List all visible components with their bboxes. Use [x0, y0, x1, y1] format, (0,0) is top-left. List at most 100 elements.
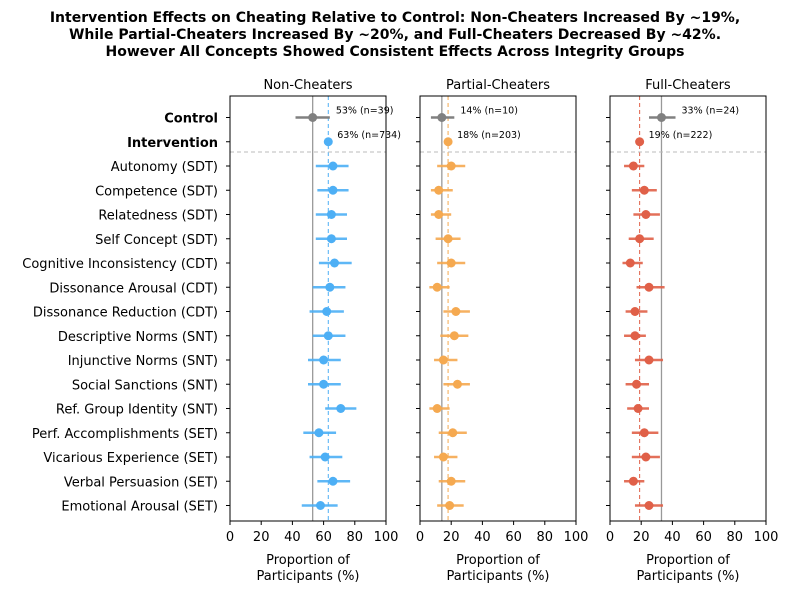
x-tick-label: 60 [505, 530, 522, 545]
x-tick-label: 100 [564, 530, 589, 545]
intervention-point [443, 137, 453, 147]
concept-point [639, 185, 649, 195]
category-label: Competence (SDT) [95, 184, 218, 199]
concept-point [319, 379, 329, 389]
concept-point [639, 428, 649, 438]
concept-point [635, 234, 645, 244]
category-label: Social Sanctions (SNT) [72, 378, 218, 393]
control-point [437, 113, 447, 122]
x-tick-label: 20 [633, 530, 650, 545]
x-tick-label: 40 [284, 530, 301, 545]
x-axis-label: Proportion of [456, 553, 540, 568]
concept-point [432, 404, 442, 413]
concept-point [438, 355, 448, 365]
concept-point [326, 210, 336, 219]
concept-point [434, 185, 444, 195]
concept-point [319, 355, 329, 365]
intervention-label: 63% (n=734) [337, 130, 401, 141]
concept-point [443, 234, 453, 244]
concept-point [328, 476, 338, 486]
concept-point [315, 501, 325, 510]
x-tick-label: 0 [226, 530, 234, 545]
category-label: Ref. Group Identity (SNT) [56, 403, 218, 418]
category-label: Injunctive Norms (SNT) [68, 354, 218, 369]
concept-point [325, 282, 335, 292]
concept-point [446, 476, 456, 486]
concept-point [328, 161, 338, 171]
category-label: Self Concept (SDT) [95, 233, 218, 248]
control-label: 53% (n=39) [336, 106, 394, 117]
concept-point [641, 452, 651, 462]
panel-title: Partial-Cheaters [446, 78, 550, 93]
concept-point [644, 282, 654, 292]
concept-point [628, 161, 638, 171]
concept-point [644, 501, 654, 510]
x-tick-label: 0 [606, 530, 614, 545]
intervention-label: 19% (n=222) [649, 130, 713, 141]
concept-point [330, 258, 340, 268]
x-tick-label: 60 [695, 530, 712, 545]
x-tick-label: 40 [664, 530, 681, 545]
x-tick-label: 80 [727, 530, 744, 545]
concept-point [314, 428, 324, 438]
category-label: Cognitive Inconsistency (CDT) [22, 257, 218, 272]
control-label: 14% (n=10) [460, 106, 518, 117]
x-axis-label: Participants (%) [637, 569, 740, 584]
concept-point [644, 355, 654, 365]
category-label: Relatedness (SDT) [98, 209, 218, 224]
x-tick-label: 60 [315, 530, 332, 545]
category-label: Dissonance Arousal (CDT) [49, 281, 218, 296]
x-axis-label: Participants (%) [257, 569, 360, 584]
concept-point [336, 404, 346, 413]
concept-point [434, 210, 444, 219]
intervention-label: 18% (n=203) [457, 130, 521, 141]
concept-point [452, 379, 462, 389]
x-axis-label: Proportion of [266, 553, 350, 568]
intervention-point [323, 137, 333, 147]
x-axis-label: Participants (%) [447, 569, 550, 584]
concept-point [432, 282, 442, 292]
x-tick-label: 40 [474, 530, 491, 545]
concept-point [633, 404, 643, 413]
x-tick-label: 0 [416, 530, 424, 545]
concept-point [625, 258, 635, 268]
concept-point [438, 452, 448, 462]
concept-point [451, 307, 461, 316]
concept-point [446, 258, 456, 268]
concept-point [445, 501, 455, 510]
concept-point [323, 331, 333, 341]
control-point [308, 113, 318, 122]
category-label: Verbal Persuasion (SET) [64, 475, 218, 490]
intervention-point [635, 137, 645, 147]
chart-title-line: While Partial-Cheaters Increased By ~20%… [69, 27, 721, 43]
category-label: Descriptive Norms (SNT) [58, 330, 218, 345]
panel-frame [419, 95, 577, 522]
panel-frame [609, 95, 767, 522]
chart-title-line: Intervention Effects on Cheating Relativ… [50, 10, 740, 26]
category-label: Intervention [127, 136, 218, 151]
concept-point [632, 379, 642, 389]
concept-point [446, 161, 456, 171]
category-label: Autonomy (SDT) [111, 160, 218, 175]
chart-title-line: However All Concepts Showed Consistent E… [106, 44, 685, 60]
control-point [656, 113, 666, 122]
category-label: Control [164, 112, 218, 127]
concept-point [630, 307, 640, 316]
x-tick-label: 100 [754, 530, 779, 545]
concept-point [326, 234, 336, 244]
x-tick-label: 100 [374, 530, 399, 545]
concept-point [628, 476, 638, 486]
concept-point [322, 307, 332, 316]
panel-title: Non-Cheaters [263, 78, 352, 93]
x-axis-label: Proportion of [646, 553, 730, 568]
concept-point [449, 331, 459, 341]
x-tick-label: 80 [537, 530, 554, 545]
concept-point [320, 452, 330, 462]
concept-point [448, 428, 458, 438]
x-tick-label: 20 [253, 530, 270, 545]
concept-point [630, 331, 640, 341]
category-label: Dissonance Reduction (CDT) [33, 306, 218, 321]
category-label: Perf. Accomplishments (SET) [32, 427, 218, 442]
